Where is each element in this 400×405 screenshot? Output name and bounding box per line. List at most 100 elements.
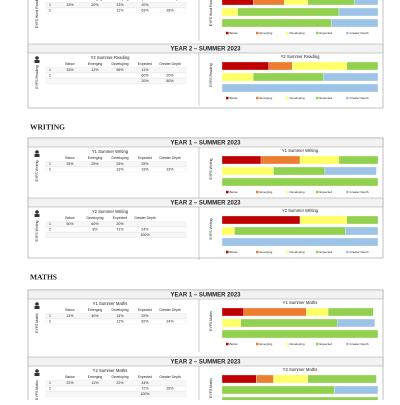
table-title: Y1 Summer Writing	[92, 149, 129, 154]
column-header: Expected	[138, 308, 152, 312]
table-cell: 11%	[92, 68, 100, 72]
chart-title: Y2 Summer Maths	[283, 367, 318, 372]
table-cell: 28%	[166, 386, 174, 390]
legend-label: Developing	[290, 31, 305, 35]
table-cell: 56%	[116, 68, 124, 72]
table-cell: 24%	[166, 319, 174, 323]
legend-label: Expected	[320, 96, 333, 100]
legend-label: Greater Depth	[350, 96, 369, 100]
row-label: 1	[49, 68, 51, 72]
table-cell: 24%	[141, 227, 149, 231]
person-icon	[35, 302, 39, 306]
chart-title: Y1 Summer Writing	[282, 148, 319, 153]
column-header: Emerging	[88, 0, 103, 1]
bar-segment	[354, 0, 379, 6]
legend-swatch	[286, 31, 289, 35]
table-title: Y2 Summer Maths	[93, 368, 128, 373]
column-header: Below	[65, 375, 75, 379]
person-icon	[34, 373, 40, 376]
legend-swatch	[316, 342, 319, 346]
column-header: Expected	[138, 0, 152, 1]
bar-segment	[346, 215, 379, 225]
legend-label: Developing	[290, 96, 305, 100]
legend-swatch	[346, 250, 349, 254]
column-header: Below	[65, 308, 75, 312]
table-row	[45, 2, 187, 8]
legend-label: Emerging	[260, 190, 273, 194]
bar-segment	[338, 7, 379, 17]
bar-segment	[345, 226, 379, 236]
table-cell: 25%	[91, 162, 99, 166]
column-header: Below	[65, 216, 75, 220]
person-icon	[35, 210, 39, 214]
column-header: Emerging	[88, 308, 103, 312]
header-bar	[27, 137, 384, 148]
table-cell: 50%	[66, 222, 74, 226]
legend-label: Below	[230, 31, 239, 35]
table-row	[45, 226, 187, 233]
legend-swatch	[286, 342, 289, 346]
bar-segment	[253, 0, 285, 6]
chart-label: EYFS Writing	[209, 218, 213, 239]
table-cell: 22%	[116, 381, 124, 385]
table-cell: 25%	[141, 162, 149, 166]
column-header: Below	[65, 156, 75, 160]
column-header: Developing	[112, 0, 129, 1]
column-header: Greater Depth	[159, 62, 181, 66]
chart-title: Y2 Summer Reading	[281, 54, 321, 59]
row-label: 2	[49, 227, 51, 231]
column-header: Developing	[112, 62, 129, 66]
legend-label: Emerging	[260, 250, 273, 254]
row-label: 1	[49, 3, 51, 7]
table-title: Y2 Summer Writing	[92, 209, 129, 214]
legend-label: Emerging	[260, 31, 273, 35]
bar-segment	[307, 374, 377, 384]
bar-segment	[221, 385, 335, 395]
row-label: 1	[49, 162, 51, 166]
legend-label: Below	[230, 250, 239, 254]
person-icon	[34, 306, 40, 309]
table-cell: 33%	[166, 167, 174, 171]
bar-segment	[273, 166, 326, 176]
table-cell: 100%	[140, 392, 150, 396]
bar-segment	[346, 61, 379, 71]
bar-segment	[234, 226, 346, 236]
column-header: Developing	[87, 216, 104, 220]
bar-segment	[292, 61, 347, 71]
column-header: Below	[65, 0, 75, 1]
legend-swatch	[256, 96, 259, 100]
legend-label: Developing	[290, 190, 305, 194]
bar-segment	[253, 72, 324, 82]
person-icon	[34, 214, 40, 217]
block-header: YEAR 2 – SUMMER 2023	[170, 359, 241, 365]
person-icon	[34, 154, 40, 157]
legend-swatch	[226, 342, 229, 346]
table-cell: 20%	[141, 3, 149, 7]
legend-swatch	[256, 190, 259, 194]
legend-label: Greater Depth	[350, 31, 369, 35]
table-cell: 33%	[141, 167, 149, 171]
bar-segment	[221, 374, 257, 384]
legend-swatch	[256, 342, 259, 346]
side-label: EYFS Reading	[35, 65, 39, 88]
row-label: 2	[49, 386, 51, 390]
legend-swatch	[346, 31, 349, 35]
section-title: MATHS	[30, 273, 57, 282]
column-header: Expected	[138, 62, 152, 66]
table-cell: 20%	[91, 3, 99, 7]
table-cell: 20%	[116, 222, 124, 226]
legend-label: Emerging	[260, 96, 273, 100]
person-icon	[35, 56, 39, 60]
chart-title: Y2 Summer Writing	[282, 208, 319, 213]
legend-label: Expected	[320, 31, 333, 35]
bar-segment	[306, 307, 329, 317]
header-bar	[27, 43, 384, 54]
bar-segment	[260, 155, 301, 165]
bar-segment	[221, 329, 379, 339]
legend-swatch	[346, 190, 349, 194]
table-cell: 33%	[116, 167, 124, 171]
column-header: Expected	[113, 216, 127, 220]
bar-segment	[221, 0, 254, 6]
